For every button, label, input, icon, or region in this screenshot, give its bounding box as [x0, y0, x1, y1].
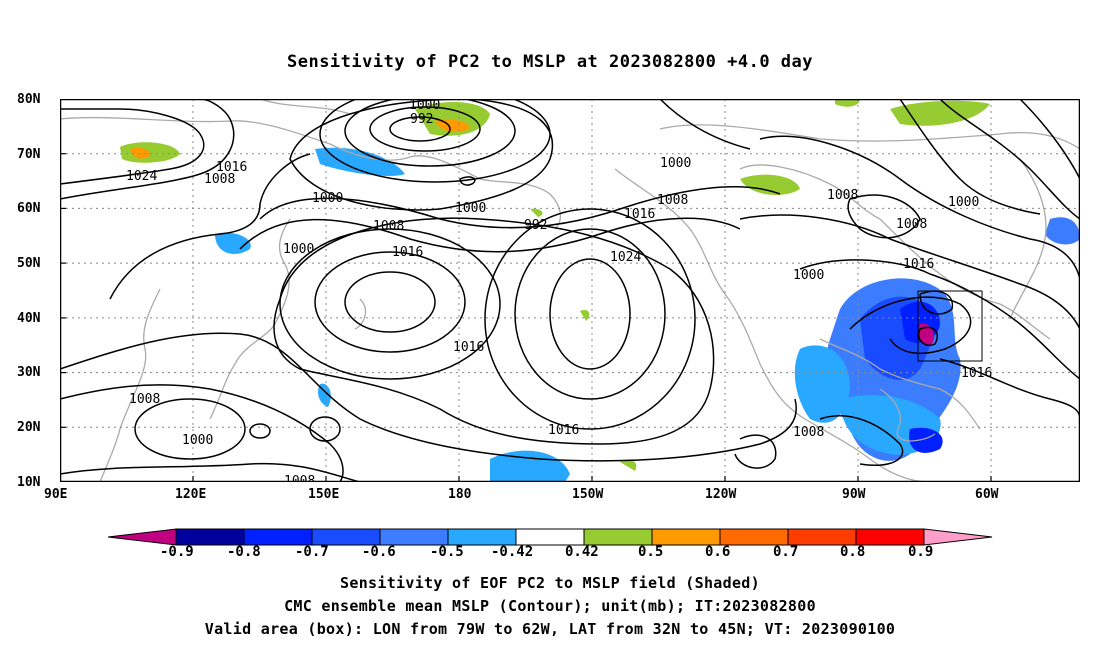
- shading-blob: [1045, 217, 1080, 245]
- contour-label: 1008: [204, 172, 235, 187]
- shading-blob: [890, 100, 990, 126]
- colorbar-cell: [855, 528, 925, 546]
- sensitivity-shading: [120, 99, 1080, 482]
- shading-blob: [490, 450, 570, 482]
- contour-label: 1016: [216, 160, 247, 175]
- contour-label: 1008: [793, 425, 824, 440]
- lat-label: 20N: [17, 420, 41, 435]
- map-frame: [59, 98, 1081, 483]
- contour-label: 1000: [660, 156, 691, 171]
- lat-label: 70N: [17, 147, 41, 162]
- chart-title: Sensitivity of PC2 to MSLP at 2023082800…: [286, 52, 813, 72]
- colorbar: [107, 528, 993, 546]
- caption-line-1: Sensitivity of EOF PC2 to MSLP field (Sh…: [340, 574, 760, 592]
- lat-label: 60N: [17, 201, 41, 216]
- lat-label: 50N: [17, 256, 41, 271]
- colorbar-label: -0.9: [160, 544, 194, 560]
- lat-label: 10N: [17, 475, 41, 490]
- contour-label: 1008: [284, 474, 315, 482]
- shading-blob: [918, 323, 935, 346]
- lat-label: 80N: [17, 92, 41, 107]
- contour-label: 1016: [453, 340, 484, 355]
- colorbar-cell: [583, 528, 653, 546]
- contour-label: 1000: [283, 242, 314, 257]
- contour-label: 1016: [548, 423, 579, 438]
- shading-blob: [835, 99, 860, 107]
- contour-label: 1000: [455, 201, 486, 216]
- colorbar-high-end: [923, 528, 993, 546]
- shading-blob: [130, 147, 151, 159]
- contour-label: 1008: [373, 219, 404, 234]
- colorbar-cell: [379, 528, 449, 546]
- shading-blob: [415, 102, 490, 136]
- colorbar-label: 0.7: [773, 544, 799, 560]
- lon-label: 60W: [975, 487, 999, 502]
- lon-label: 90W: [842, 487, 866, 502]
- map-panel: 1000 992 1024 1016 1008 1000 1000 1000 1…: [59, 98, 1081, 483]
- colorbar-label: 0.5: [638, 544, 664, 560]
- shading-blob: [317, 383, 331, 407]
- shading-blob: [435, 119, 470, 132]
- colorbar-cell: [651, 528, 721, 546]
- colorbar-label: -0.42: [491, 544, 534, 560]
- contour-label: 1008: [896, 217, 927, 232]
- colorbar-cell: [787, 528, 857, 546]
- coastlines: [60, 99, 1080, 482]
- caption-line-2: CMC ensemble mean MSLP (Contour); unit(m…: [284, 597, 816, 615]
- lon-label: 120E: [175, 487, 207, 502]
- shading-blob: [215, 232, 251, 254]
- shading-blob: [740, 174, 800, 195]
- contour-label: 1024: [126, 169, 157, 184]
- contour-label: 1016: [961, 366, 992, 381]
- shading-blob: [620, 459, 637, 471]
- colorbar-cell: [311, 528, 381, 546]
- colorbar-svg: [107, 528, 993, 546]
- contour-label: 1008: [657, 193, 688, 208]
- shading-blob: [530, 208, 543, 217]
- lon-label: 150E: [308, 487, 340, 502]
- contour-label: 1016: [903, 257, 934, 272]
- shading-blob: [580, 309, 590, 321]
- map-svg: 1000 992 1024 1016 1008 1000 1000 1000 1…: [59, 98, 1081, 483]
- contour-label: 992: [524, 218, 547, 233]
- colorbar-label: 0.42: [565, 544, 599, 560]
- contour-label: 1016: [392, 245, 423, 260]
- shading-blob: [794, 345, 850, 423]
- colorbar-label: 0.8: [840, 544, 866, 560]
- colorbar-label: -0.6: [362, 544, 396, 560]
- lat-label: 40N: [17, 311, 41, 326]
- contour-label: 992: [410, 112, 433, 127]
- valid-area-box: [917, 290, 983, 362]
- lon-label: 120W: [705, 487, 737, 502]
- contour-labels: 1000 992 1024 1016 1008 1000 1000 1000 1…: [126, 99, 992, 482]
- colorbar-cell: [719, 528, 789, 546]
- contour-label: 1016: [624, 207, 655, 222]
- contour-label: 1008: [827, 188, 858, 203]
- lon-label: 150W: [572, 487, 604, 502]
- axis-ticks: [60, 98, 992, 482]
- lat-label: 30N: [17, 365, 41, 380]
- caption-line-3: Valid area (box): LON from 79W to 62W, L…: [204, 620, 896, 638]
- contour-label: 1000: [312, 191, 343, 206]
- shading-blob: [120, 142, 180, 163]
- colorbar-label: 0.6: [705, 544, 731, 560]
- lon-label: 180: [448, 487, 472, 502]
- colorbar-cell: [515, 528, 585, 546]
- contour-label: 1000: [182, 433, 213, 448]
- contour-label: 1000: [409, 99, 440, 113]
- colorbar-label: -0.8: [227, 544, 261, 560]
- shading-blob: [315, 147, 405, 176]
- colorbar-cell: [447, 528, 517, 546]
- contour-label: 1000: [948, 195, 979, 210]
- contour-label: 1008: [129, 392, 160, 407]
- contour-label: 1024: [610, 250, 641, 265]
- colorbar-cell: [175, 528, 245, 546]
- colorbar-label: -0.5: [430, 544, 464, 560]
- colorbar-cell: [243, 528, 313, 546]
- colorbar-label: -0.7: [295, 544, 329, 560]
- lon-label: 90E: [44, 487, 68, 502]
- colorbar-low-end: [107, 528, 177, 546]
- colorbar-label: 0.9: [908, 544, 934, 560]
- contour-label: 1000: [793, 268, 824, 283]
